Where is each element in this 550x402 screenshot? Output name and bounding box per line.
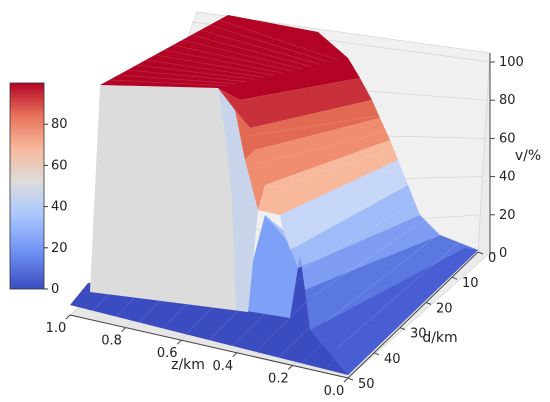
x-tick-label: 0.6 <box>157 346 178 361</box>
y-tick-mark <box>347 377 354 381</box>
mesh-line <box>313 204 447 296</box>
z-tick-label: 100 <box>499 55 524 70</box>
x-tick-mark <box>343 377 349 383</box>
x-axis: 1.0 0.8 0.6 0.4 0.2 0.0 <box>46 314 349 399</box>
mesh-line <box>127 69 246 82</box>
mesh-line <box>209 24 330 63</box>
slope-band-1 <box>218 78 372 128</box>
mesh-line <box>257 129 394 164</box>
slope-band-7 <box>298 215 440 290</box>
slope-band-4 <box>258 140 398 215</box>
x-tick-label: 0.4 <box>212 359 233 374</box>
x-tick-mark <box>288 365 293 370</box>
mesh-line <box>336 234 468 349</box>
y-tick-label: 10 <box>462 276 479 291</box>
y-tick-mark <box>399 327 406 331</box>
mesh-line <box>200 29 321 65</box>
mesh-line <box>268 144 404 190</box>
mesh-line <box>163 49 284 74</box>
slope-band-2 <box>235 100 380 160</box>
surface-mesh <box>109 19 468 349</box>
mesh-line <box>280 159 415 217</box>
y-tick-mark <box>425 301 432 305</box>
mesh-line <box>218 19 339 61</box>
colorbar-tick-label: 20 <box>51 241 68 256</box>
x-tick-mark <box>232 352 238 358</box>
y-tick-label: 20 <box>436 301 453 316</box>
x-tick-label: 0.8 <box>101 334 122 349</box>
colorbar-tick-label: 80 <box>51 117 68 132</box>
mesh-line <box>291 174 426 243</box>
colorbar-tick-label: 60 <box>51 158 68 173</box>
x-tick-label: 1.0 <box>46 321 67 336</box>
colorbar: 0 20 40 60 80 <box>9 82 68 297</box>
z-tick-label: 20 <box>499 208 516 223</box>
y-axis-label: d/km <box>422 330 457 346</box>
front-face-edge <box>218 88 258 312</box>
transition-wall-low <box>240 215 300 318</box>
mesh-line <box>118 74 237 85</box>
y-tick-mark <box>451 276 458 280</box>
colorbar-tick-label: 40 <box>51 200 68 215</box>
y-tick-label: 40 <box>384 352 401 367</box>
colorbar-gradient <box>9 82 45 290</box>
x-tick-label: 0.2 <box>268 371 289 386</box>
mesh-line <box>145 59 265 78</box>
y-tick-label: 50 <box>358 377 375 392</box>
x-tick-mark <box>176 339 182 345</box>
z-tick-label: 0 <box>499 246 507 261</box>
y-tick-mark <box>373 352 380 356</box>
slope-band-3 <box>245 118 390 210</box>
y-tick-label: 0 <box>488 251 496 266</box>
colorbar-tick-label: 0 <box>51 282 59 297</box>
z-axis: 0 20 40 60 80 100 <box>489 53 524 261</box>
z-tick-label: 60 <box>499 131 516 146</box>
mesh-line <box>173 44 293 72</box>
surface <box>70 15 478 375</box>
slope-band-5 <box>280 160 408 250</box>
x-tick-label: 0.0 <box>324 384 345 399</box>
x-axis-label: z/km <box>171 357 205 373</box>
mesh-line <box>246 114 383 137</box>
mesh-line <box>325 219 457 323</box>
y-tick-mark <box>477 251 484 255</box>
x-tick-mark <box>65 314 71 320</box>
slope-band-9 <box>310 248 478 375</box>
mesh-line <box>191 34 311 67</box>
mesh-line <box>136 64 256 80</box>
front-face <box>90 85 258 312</box>
z-axis-label: v/% <box>515 148 541 164</box>
y-tick-label: 30 <box>410 327 427 342</box>
z-tick-label: 80 <box>499 93 516 108</box>
x-tick-mark <box>121 327 126 332</box>
mesh-line <box>109 79 228 87</box>
y-axis: 0 10 20 30 40 50 <box>347 251 496 392</box>
mesh-line <box>154 54 274 76</box>
z-tick-label: 40 <box>499 170 516 185</box>
slope-band-6 <box>283 185 420 268</box>
top-plateau <box>100 15 360 100</box>
mesh-line <box>182 39 302 70</box>
mesh-line <box>302 189 436 270</box>
